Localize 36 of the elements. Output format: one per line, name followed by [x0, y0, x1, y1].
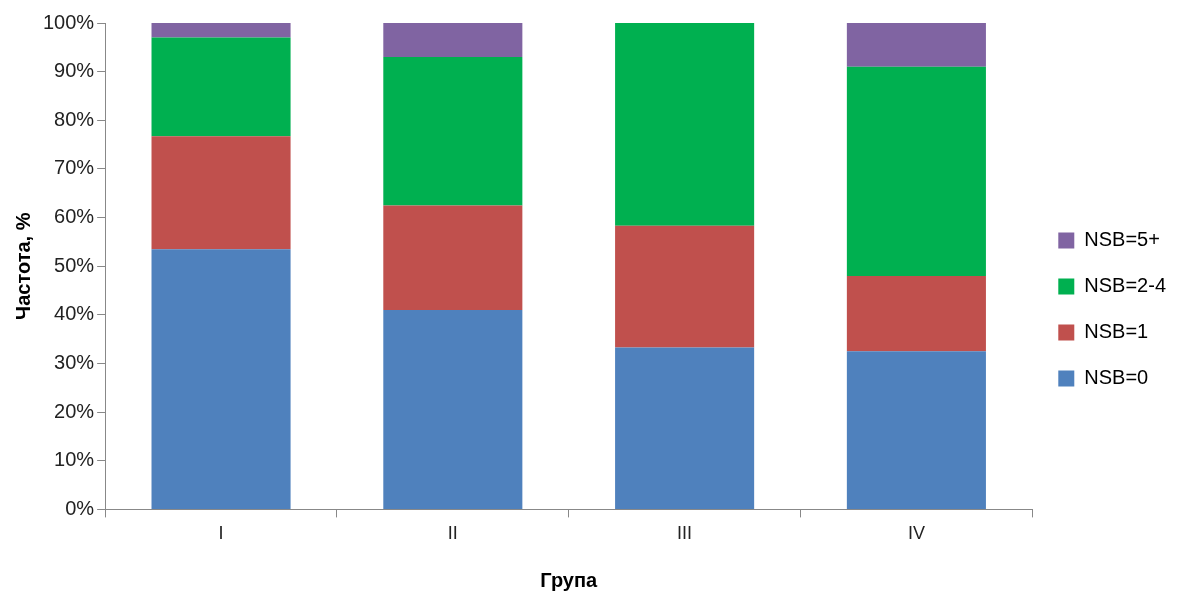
y-tick-label: 30%	[54, 351, 95, 373]
bar	[151, 23, 291, 38]
bar	[846, 66, 986, 276]
legend-label: NSB=5+	[1084, 228, 1160, 251]
x-tick-label: I	[218, 523, 224, 544]
bar	[151, 37, 291, 137]
bar	[615, 347, 755, 509]
y-tick-label: 70%	[54, 156, 95, 179]
y-axis-title: Частота, %	[11, 212, 34, 320]
bar	[615, 225, 755, 348]
bar	[846, 23, 986, 67]
bar	[383, 57, 523, 206]
x-tick-label: IV	[907, 523, 925, 544]
y-tick-label: 0%	[65, 496, 95, 519]
y-tick-label: 50%	[54, 253, 95, 276]
y-tick-label: 20%	[54, 399, 95, 422]
legend-label: NSB=2-4	[1084, 274, 1167, 297]
bar	[615, 23, 755, 226]
x-tick-label: III	[677, 523, 693, 544]
y-tick-label: 80%	[54, 107, 95, 130]
y-tick-label: 40%	[54, 302, 95, 325]
bar	[151, 249, 291, 509]
legend-label: NSB=0	[1084, 366, 1149, 389]
bar	[383, 205, 523, 310]
legend-label: NSB=1	[1084, 320, 1149, 343]
bar	[846, 351, 986, 509]
bar	[383, 309, 523, 509]
bar	[151, 136, 291, 250]
y-tick-label: 90%	[54, 59, 95, 82]
y-tick-label: 100%	[43, 10, 95, 33]
bar	[383, 23, 523, 58]
x-axis-title: Група	[540, 568, 599, 591]
y-tick-label: 10%	[54, 448, 95, 471]
x-tick-label: II	[447, 523, 458, 544]
bar	[846, 275, 986, 352]
y-tick-label: 60%	[54, 205, 95, 228]
